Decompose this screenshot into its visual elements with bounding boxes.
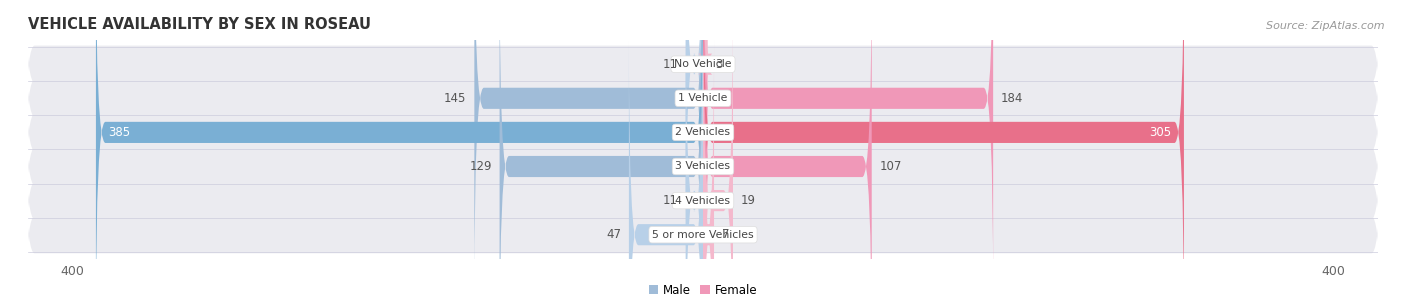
FancyBboxPatch shape <box>499 0 703 305</box>
FancyBboxPatch shape <box>699 0 713 258</box>
FancyBboxPatch shape <box>686 7 703 305</box>
FancyBboxPatch shape <box>22 0 1384 305</box>
Text: 129: 129 <box>470 160 492 173</box>
Text: 2 Vehicles: 2 Vehicles <box>675 127 731 137</box>
FancyBboxPatch shape <box>703 0 1184 305</box>
Text: 11: 11 <box>662 58 678 71</box>
FancyBboxPatch shape <box>22 0 1384 305</box>
FancyBboxPatch shape <box>474 0 703 292</box>
FancyBboxPatch shape <box>96 0 703 305</box>
Text: 5 or more Vehicles: 5 or more Vehicles <box>652 230 754 240</box>
Text: No Vehicle: No Vehicle <box>675 59 731 69</box>
Text: Source: ZipAtlas.com: Source: ZipAtlas.com <box>1267 21 1385 31</box>
Text: 11: 11 <box>662 194 678 207</box>
Text: 107: 107 <box>880 160 903 173</box>
Text: 3: 3 <box>716 58 723 71</box>
FancyBboxPatch shape <box>686 0 703 258</box>
Text: 385: 385 <box>108 126 131 139</box>
Text: 184: 184 <box>1001 92 1024 105</box>
FancyBboxPatch shape <box>703 0 993 292</box>
Text: 3 Vehicles: 3 Vehicles <box>675 162 731 171</box>
FancyBboxPatch shape <box>22 0 1384 305</box>
Legend: Male, Female: Male, Female <box>644 279 762 302</box>
FancyBboxPatch shape <box>703 0 872 305</box>
FancyBboxPatch shape <box>22 0 1384 305</box>
FancyBboxPatch shape <box>22 0 1384 305</box>
FancyBboxPatch shape <box>703 7 733 305</box>
Text: 1 Vehicle: 1 Vehicle <box>678 93 728 103</box>
Text: VEHICLE AVAILABILITY BY SEX IN ROSEAU: VEHICLE AVAILABILITY BY SEX IN ROSEAU <box>28 16 371 31</box>
FancyBboxPatch shape <box>628 41 703 305</box>
Text: 305: 305 <box>1149 126 1171 139</box>
Text: 47: 47 <box>606 228 621 241</box>
Text: 7: 7 <box>721 228 730 241</box>
FancyBboxPatch shape <box>22 0 1384 305</box>
FancyBboxPatch shape <box>703 41 714 305</box>
Text: 4 Vehicles: 4 Vehicles <box>675 196 731 206</box>
Text: 19: 19 <box>741 194 756 207</box>
Text: 145: 145 <box>444 92 467 105</box>
